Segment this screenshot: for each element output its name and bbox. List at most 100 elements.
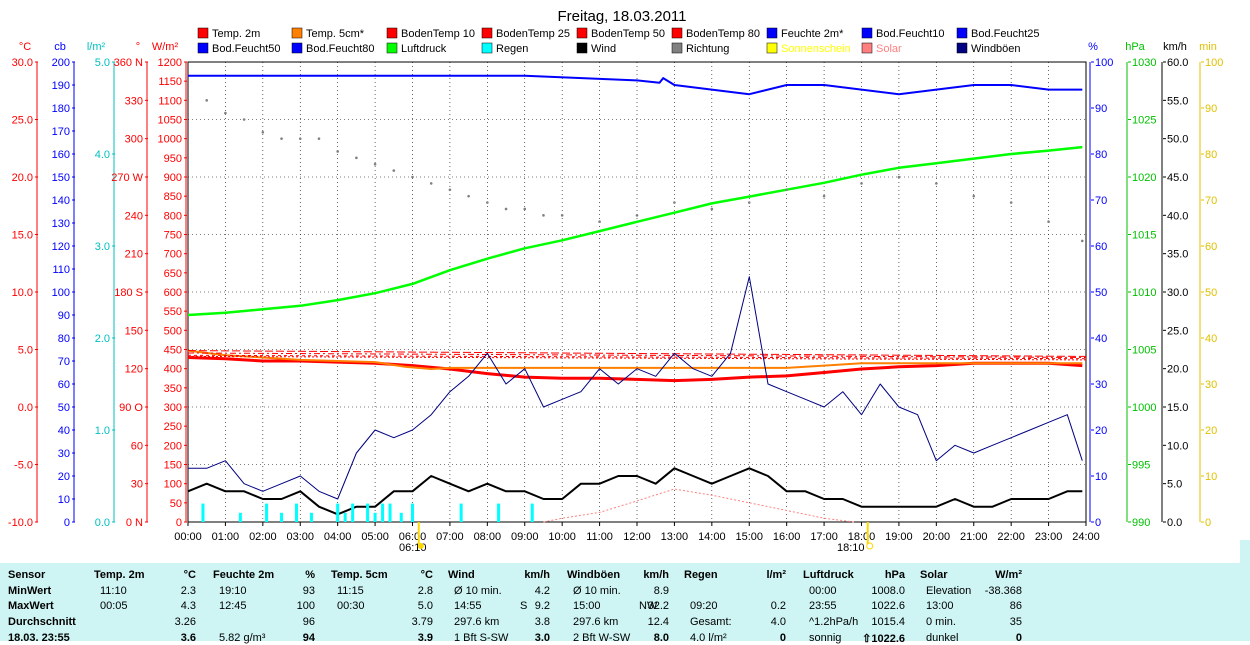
stats-cell-value: ⇧1022.6 (862, 633, 905, 645)
axis-tick-label: 180 S (114, 287, 143, 299)
richtung-point (785, 188, 788, 192)
stats-header-unit: km/h (524, 569, 550, 581)
stats-cell-value: 94 (302, 632, 315, 644)
stats-cell-value: 5.0 (417, 600, 433, 612)
regen-bar (336, 503, 340, 522)
richtung-point (972, 194, 976, 198)
axis-tick-label: 20.0 (1167, 364, 1188, 376)
legend-swatch (291, 27, 303, 39)
x-tick-label: 00:00 (174, 531, 202, 543)
richtung-point (635, 214, 639, 217)
axis-tick-label: 160 (52, 149, 70, 161)
stats-header: Temp. 2m (94, 569, 145, 581)
x-tick-label: 22:00 (997, 531, 1025, 543)
x-tick-label: 07:00 (436, 531, 464, 543)
axis-deg: 360 N 330 300 270 W 240 210 180 S 150 120 90 O 60 3… (111, 57, 148, 529)
stats-header: Solar (920, 569, 948, 581)
axis-tick-label: 90 (58, 310, 70, 322)
axis-unit: cb (54, 41, 66, 53)
regen-bar (280, 512, 284, 522)
axis-unit: °C (19, 41, 31, 53)
stats-cell-value: 3.79 (411, 616, 433, 628)
stats-cell-value: 0 (1015, 632, 1022, 644)
axis-tick-label: 950 (164, 153, 182, 165)
legend-label: Bod.Feucht80 (306, 43, 375, 55)
axis-tick-label: 10.0 (12, 287, 33, 299)
axis-tick-label: 0 (64, 517, 70, 529)
axis-tick-label: 0 (1095, 517, 1101, 529)
stats-row-label: Durchschnitt (8, 616, 76, 628)
stats-cell-label: 12:45 (219, 600, 247, 612)
legend-label: Bod.Feucht25 (971, 28, 1040, 40)
x-tick-label: 03:00 (286, 531, 314, 543)
legend-label: Windböen (971, 43, 1021, 55)
axis-cb: 2001901801701601501401301201101009080706… (52, 57, 75, 529)
stats-cell-value: 1008.0 (871, 585, 905, 597)
richtung-point (411, 175, 414, 179)
richtung-point (598, 220, 601, 224)
axis-tick-label: 270 W (111, 172, 143, 184)
axis-tick-label: 0.0 (1167, 517, 1182, 529)
stats-cell-label: 11:15 (337, 585, 364, 597)
x-tick-label: 17:00 (810, 531, 838, 543)
x-tick-label: 13:00 (661, 531, 689, 543)
richtung-point (448, 188, 452, 192)
legend-item: Windböen (956, 42, 1021, 55)
legend-swatch (197, 42, 209, 54)
axis-tick-label: 10.0 (1167, 440, 1188, 452)
axis-tick-label: 10 (1205, 471, 1217, 483)
axis-tick-label: 330 (125, 95, 143, 107)
axis-tick-label: 150 (125, 325, 143, 337)
axis-tick-label: 70 (58, 356, 70, 368)
weather-chart: Freitag, 18.03.2011 Temp. 2m Temp. 5cm* Bo… (8, 8, 1223, 554)
axis-tick-label: 30.0 (1167, 287, 1188, 299)
stats-cell-value: 4.2 (534, 585, 550, 597)
legend-swatch (291, 42, 303, 54)
sunset-label: 18:10 (837, 542, 865, 554)
legend-label: BodenTemp 25 (496, 28, 570, 40)
axis-tick-label: 5.0 (18, 345, 33, 357)
axis-tick-label: 40 (1095, 333, 1107, 345)
axis-tick-label: 750 (164, 230, 182, 242)
stats-cell-value: 35 (1009, 616, 1022, 628)
stats-cell-label: 00:00 (809, 585, 837, 597)
richtung-point (355, 156, 358, 160)
legend-swatch (386, 27, 398, 39)
axis-tick-label: 170 (52, 126, 70, 138)
axis-tick-label: -5.0 (14, 460, 33, 472)
x-tick-label: 05:00 (361, 531, 389, 543)
stats-cell-label: Gesamt: (690, 616, 732, 628)
richtung-point (897, 175, 901, 179)
stats-header-unit: W/m² (995, 569, 1022, 581)
x-tick-label: 01:00 (212, 531, 240, 543)
axis-tick-label: 600 (164, 287, 182, 299)
legend-swatch (861, 42, 873, 54)
stats-header-unit: hPa (884, 569, 905, 581)
temp-5cm-line (187, 349, 1083, 370)
richtung-point (560, 214, 564, 217)
axis-tick-label: 300 (164, 402, 182, 414)
stats-cell-value: 2.3 (180, 585, 196, 597)
x-tick-label: 11:00 (586, 531, 613, 543)
axis-tick-label: 650 (164, 268, 182, 280)
axis-tick-label: 300 (125, 134, 143, 146)
stats-cell-label: 297.6 km (454, 616, 500, 628)
legend-label: Feuchte 2m* (781, 28, 844, 40)
axis-tick-label: 30 (1205, 379, 1217, 391)
legend-item: BodenTemp 80 (671, 27, 760, 40)
legend-label: Regen (496, 43, 528, 55)
x-axis: 00:00 01:00 02:00 03:00 04:00 05:00 06:00 07:00… (174, 522, 1100, 543)
axis-tick-label: 500 (164, 325, 182, 337)
stats-row-label: 18.03. 23:55 (8, 632, 70, 644)
grid-lines (188, 62, 1086, 522)
axis-unit: hPa (1125, 41, 1145, 53)
stats-cell-label: 14:55 (454, 600, 482, 612)
stats-cell-label: 0 min. (926, 616, 956, 628)
axis-tick-label: 0 (176, 517, 182, 529)
regen-bar (201, 503, 205, 522)
axis-wm2: 1200115011001050100095090085080075070065… (158, 57, 187, 529)
richtung-point (429, 182, 433, 185)
regen-bar (399, 512, 403, 522)
legend-swatch (956, 42, 968, 54)
